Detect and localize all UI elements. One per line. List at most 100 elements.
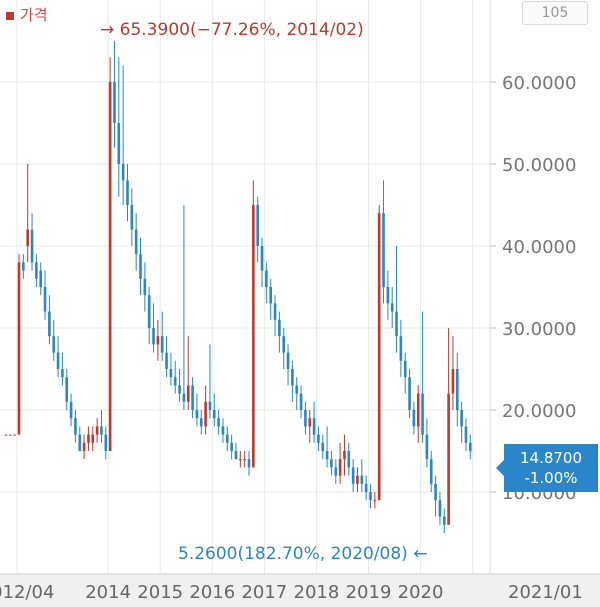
candle-up xyxy=(338,459,342,476)
candle-down xyxy=(442,516,446,525)
candle-down xyxy=(325,451,329,460)
candle-down xyxy=(469,442,472,451)
candle-down xyxy=(169,369,173,378)
x-tick-label: 2015 xyxy=(137,582,183,603)
candle-up xyxy=(95,426,99,435)
candle-down xyxy=(56,352,60,369)
candle-down xyxy=(395,311,398,337)
candle-down xyxy=(351,467,355,484)
candle-down xyxy=(230,442,233,451)
candle-down xyxy=(139,254,142,279)
candle-down xyxy=(61,369,64,378)
candle-up xyxy=(252,205,255,468)
candle-down xyxy=(160,336,164,353)
candle-down xyxy=(360,475,364,484)
candle-up xyxy=(87,434,90,443)
candle-down xyxy=(30,229,34,263)
candle-down xyxy=(178,385,181,394)
x-axis-band xyxy=(0,574,600,607)
candle-up xyxy=(17,262,21,435)
candle-up xyxy=(447,393,450,525)
x-tick-label: 2019 xyxy=(346,582,392,603)
x-tick-label: 2014 xyxy=(85,582,131,603)
candle-down xyxy=(273,303,277,320)
y-tick-label: 40.0000 xyxy=(502,237,576,258)
y-axis-labels: 10.000020.000030.000040.000050.000060.00… xyxy=(502,73,576,504)
x-tick-label: 2012/04 xyxy=(0,582,54,603)
candle-down xyxy=(286,352,290,369)
candle-down xyxy=(152,328,155,345)
candle-down xyxy=(334,467,338,476)
candle-up xyxy=(356,475,359,484)
candle-down xyxy=(191,385,194,410)
y-tick-label: 30.0000 xyxy=(502,319,576,340)
candle-down xyxy=(434,483,437,501)
candle-down xyxy=(347,451,351,468)
candle-down xyxy=(429,459,433,484)
candle-down xyxy=(256,205,259,246)
candlesticks xyxy=(4,41,472,533)
candle-down xyxy=(317,434,320,443)
price-change: -1.00% xyxy=(524,469,578,487)
candle-up xyxy=(156,336,160,345)
candle-up xyxy=(13,434,16,436)
candle-down xyxy=(408,377,411,410)
candle-down xyxy=(143,278,147,296)
candle-up xyxy=(26,229,29,246)
x-axis: 2012/04 2014 2015 2016 2017 2018 2019 2020 2021/… xyxy=(0,573,600,607)
candle-up xyxy=(373,500,377,502)
legend-label: 가격 xyxy=(20,6,48,24)
candle-down xyxy=(147,295,151,328)
candle-down xyxy=(217,418,220,427)
y-tick-label: 60.0000 xyxy=(502,73,576,94)
candle-up xyxy=(108,82,112,451)
candle-down xyxy=(100,426,103,435)
candle-up xyxy=(239,459,242,461)
candle-down xyxy=(460,410,463,427)
candle-down xyxy=(282,336,286,353)
candle-down xyxy=(464,426,468,443)
candle-down xyxy=(369,492,372,501)
candle-up xyxy=(82,442,86,451)
candle-down xyxy=(364,483,368,492)
candle-up xyxy=(4,434,8,436)
candle-down xyxy=(265,270,268,287)
x-tick-label: 2016 xyxy=(189,582,235,603)
legend: 가격 xyxy=(6,4,48,25)
candle-down xyxy=(412,410,416,427)
current-price-badge: 14.8700 -1.00% xyxy=(496,444,598,492)
candle-down xyxy=(165,352,168,369)
y-tick-label: 50.0000 xyxy=(502,155,576,176)
candle-down xyxy=(321,442,325,451)
candle-down xyxy=(390,303,394,312)
candle-down xyxy=(247,459,251,468)
candle-down xyxy=(399,336,403,361)
candle-down xyxy=(121,164,125,181)
candle-down xyxy=(69,401,73,419)
candle-down xyxy=(126,180,129,205)
low-annotation: 5.2600(182.70%, 2020/08) ← xyxy=(178,544,428,564)
candle-up xyxy=(416,393,420,427)
candle-down xyxy=(278,319,281,337)
candle-down xyxy=(39,270,43,287)
candle-down xyxy=(382,213,385,287)
candle-up xyxy=(9,434,12,436)
candle-up xyxy=(91,434,95,443)
candle-down xyxy=(35,262,38,279)
candle-up xyxy=(343,451,346,460)
candle-down xyxy=(48,311,51,337)
candle-down xyxy=(195,410,199,419)
current-price: 14.8700 xyxy=(519,449,583,467)
candle-up xyxy=(308,418,312,427)
candle-up xyxy=(186,385,190,402)
candle-down xyxy=(173,377,177,386)
legend-swatch xyxy=(6,11,14,20)
x-tick-label: 2018 xyxy=(294,582,340,603)
candle-down xyxy=(425,434,429,460)
x-tick-label: 2017 xyxy=(241,582,287,603)
y-tick-label: 20.0000 xyxy=(502,401,576,422)
candle-down xyxy=(130,205,134,230)
candle-down xyxy=(330,459,333,468)
candle-down xyxy=(312,418,316,435)
